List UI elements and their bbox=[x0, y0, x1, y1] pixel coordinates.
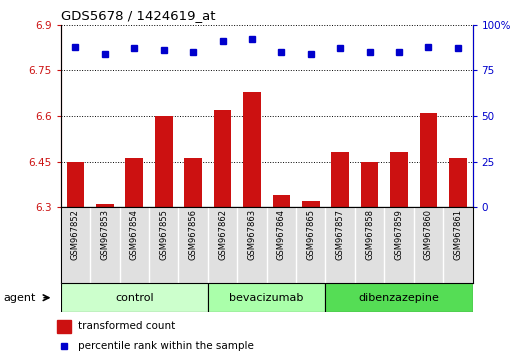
Bar bbox=[96, 204, 114, 207]
Text: percentile rank within the sample: percentile rank within the sample bbox=[78, 341, 253, 350]
Bar bbox=[61, 283, 208, 312]
Text: GSM967865: GSM967865 bbox=[306, 209, 315, 261]
Text: GSM967857: GSM967857 bbox=[336, 209, 345, 261]
Text: GSM967854: GSM967854 bbox=[130, 209, 139, 260]
Bar bbox=[302, 201, 319, 207]
Text: GSM967855: GSM967855 bbox=[159, 209, 168, 260]
Bar bbox=[325, 283, 473, 312]
Text: GSM967861: GSM967861 bbox=[454, 209, 463, 261]
Bar bbox=[449, 159, 467, 207]
Bar bbox=[332, 153, 349, 207]
Bar bbox=[361, 161, 379, 207]
Bar bbox=[208, 283, 325, 312]
Text: GSM967853: GSM967853 bbox=[100, 209, 109, 261]
Bar bbox=[126, 159, 143, 207]
Text: dibenzazepine: dibenzazepine bbox=[359, 293, 439, 303]
Text: control: control bbox=[115, 293, 154, 303]
Bar bbox=[390, 153, 408, 207]
Text: transformed count: transformed count bbox=[78, 321, 175, 331]
Text: GSM967852: GSM967852 bbox=[71, 209, 80, 260]
Text: GSM967862: GSM967862 bbox=[218, 209, 227, 261]
Bar bbox=[272, 195, 290, 207]
Text: GSM967859: GSM967859 bbox=[394, 209, 403, 260]
Text: GSM967863: GSM967863 bbox=[248, 209, 257, 261]
Bar bbox=[243, 92, 261, 207]
Bar bbox=[155, 116, 173, 207]
Bar bbox=[57, 320, 71, 333]
Text: GSM967858: GSM967858 bbox=[365, 209, 374, 261]
Text: GSM967856: GSM967856 bbox=[188, 209, 197, 261]
Text: bevacizumab: bevacizumab bbox=[230, 293, 304, 303]
Text: GDS5678 / 1424619_at: GDS5678 / 1424619_at bbox=[61, 9, 215, 22]
Bar bbox=[420, 113, 437, 207]
Text: agent: agent bbox=[3, 293, 35, 303]
Bar bbox=[214, 110, 231, 207]
Text: GSM967860: GSM967860 bbox=[424, 209, 433, 261]
Bar bbox=[67, 161, 84, 207]
Text: GSM967864: GSM967864 bbox=[277, 209, 286, 261]
Bar bbox=[184, 159, 202, 207]
